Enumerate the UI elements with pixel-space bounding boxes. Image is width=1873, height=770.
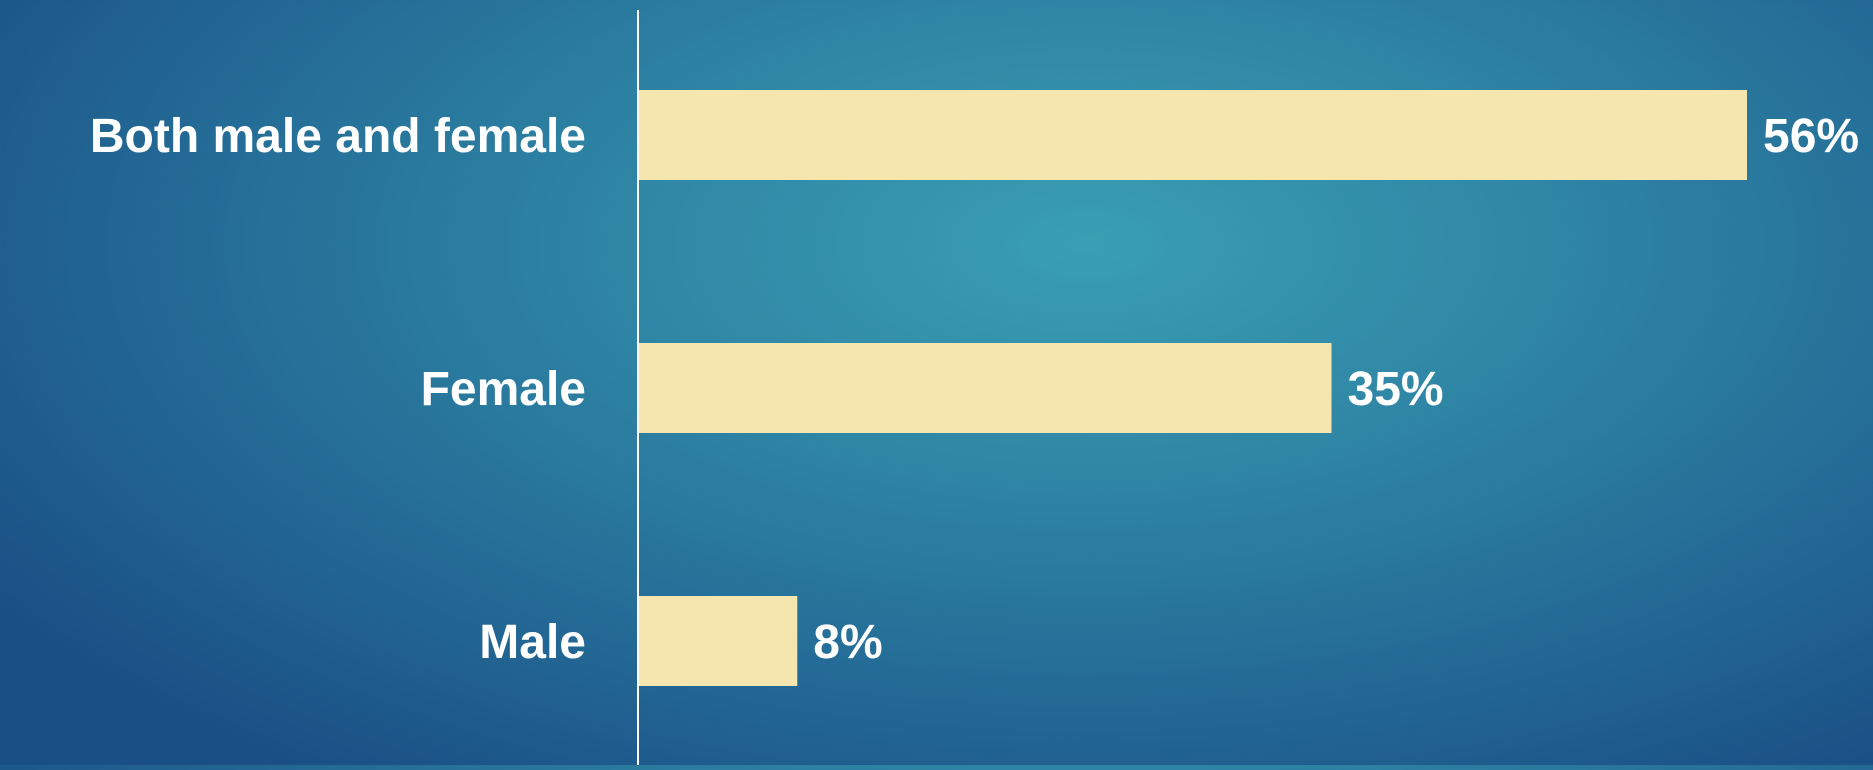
bar-female: [639, 343, 1332, 433]
category-label: Male: [479, 616, 586, 669]
value-label: 8%: [813, 616, 882, 669]
category-label: Both male and female: [90, 110, 586, 163]
value-label: 56%: [1763, 110, 1859, 163]
category-label: Female: [421, 363, 586, 416]
value-label: 35%: [1348, 363, 1444, 416]
bars-group: Both male and female 56% Female 35% Male 8%: [90, 90, 1859, 686]
bar-both-male-and-female: [639, 90, 1747, 180]
bar-male: [639, 596, 798, 686]
